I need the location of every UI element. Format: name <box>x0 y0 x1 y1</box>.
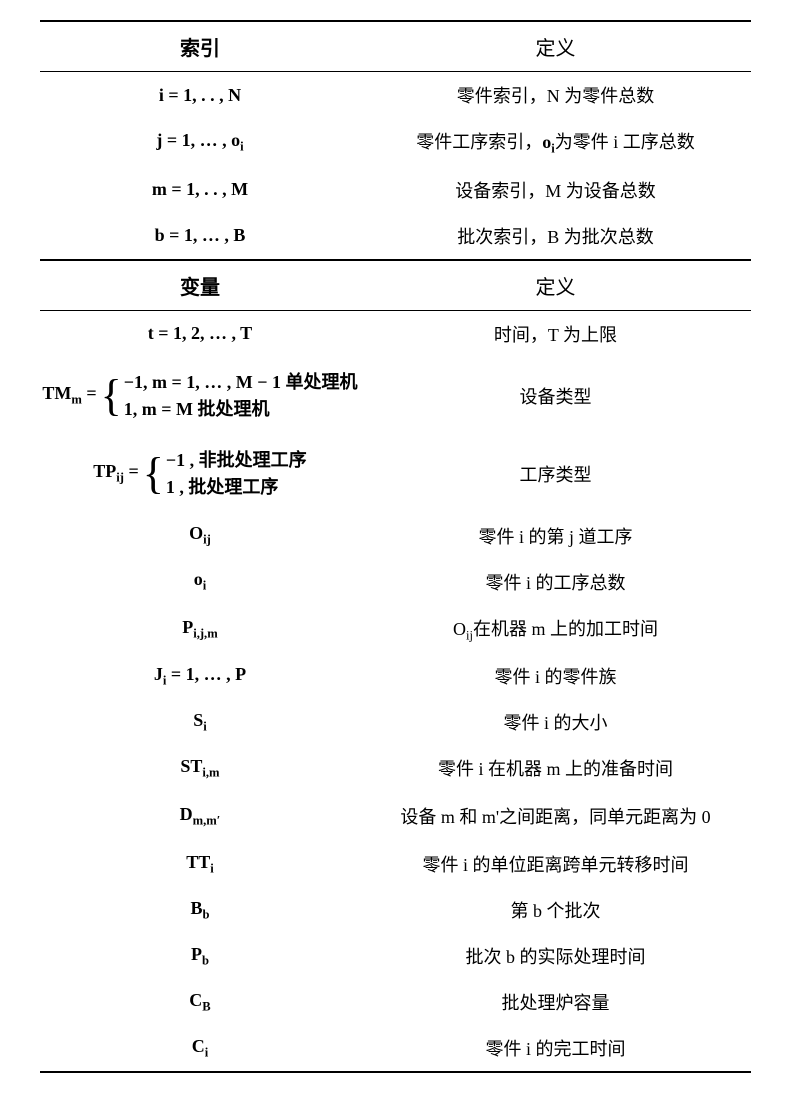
symbol-cell: Ji = 1, … , P <box>40 653 360 699</box>
definition-cell: 设备 m 和 m'之间距离，同单元距离为 0 <box>360 791 751 841</box>
table-row: i = 1, . . , N 零件索引，N 为零件总数 <box>40 72 751 119</box>
symbol-cell: j = 1, … , oi <box>40 118 360 167</box>
brace-icon: { <box>101 378 122 413</box>
definition-cell: 第 b 个批次 <box>360 887 751 933</box>
header-index: 索引 <box>40 21 360 72</box>
definition-cell: 批次索引，B 为批次总数 <box>360 213 751 260</box>
piecewise-tp: TPij = { −1 , 非批处理工序 1 , 批处理工序 <box>93 447 306 501</box>
table-row: Oij 零件 i 的第 j 道工序 <box>40 513 751 559</box>
symbol-cell: Pb <box>40 933 360 979</box>
piecewise-label: TMm = <box>42 383 96 408</box>
table-row: b = 1, … , B 批次索引，B 为批次总数 <box>40 213 751 260</box>
definition-cell: 零件 i 的大小 <box>360 699 751 745</box>
table-row: Ci 零件 i 的完工时间 <box>40 1025 751 1072</box>
definition-cell: 零件 i 的单位距离跨单元转移时间 <box>360 841 751 887</box>
symbol-cell: STi,m <box>40 745 360 791</box>
table-row: m = 1, . . , M 设备索引，M 为设备总数 <box>40 167 751 213</box>
definition-cell: Oij在机器 m 上的加工时间 <box>360 605 751 654</box>
symbol-cell: i = 1, . . , N <box>40 72 360 119</box>
symbol-cell: t = 1, 2, … , T <box>40 310 360 357</box>
table-row: t = 1, 2, … , T 时间，T 为上限 <box>40 310 751 357</box>
symbol-cell: Si <box>40 699 360 745</box>
table-row: STi,m 零件 i 在机器 m 上的准备时间 <box>40 745 751 791</box>
table-row: Ji = 1, … , P 零件 i 的零件族 <box>40 653 751 699</box>
definition-cell: 零件 i 在机器 m 上的准备时间 <box>360 745 751 791</box>
symbol-cell: Pi,j,m <box>40 605 360 654</box>
symbol-cell: TMm = { −1, m = 1, … , M − 1 单处理机 1, m =… <box>40 357 360 435</box>
piecewise-cases: −1, m = 1, … , M − 1 单处理机 1, m = M 批处理机 <box>124 369 358 423</box>
table-row: Si 零件 i 的大小 <box>40 699 751 745</box>
index-header-row: 索引 定义 <box>40 21 751 72</box>
definition-cell: 零件工序索引，oi为零件 i 工序总数 <box>360 118 751 167</box>
definition-cell: 批处理炉容量 <box>360 979 751 1025</box>
table-row: TMm = { −1, m = 1, … , M − 1 单处理机 1, m =… <box>40 357 751 435</box>
symbol-cell: b = 1, … , B <box>40 213 360 260</box>
definition-cell: 设备类型 <box>360 357 751 435</box>
header-definition-2: 定义 <box>360 260 751 311</box>
table-row: Dm,m′ 设备 m 和 m'之间距离，同单元距离为 0 <box>40 791 751 841</box>
symbol-cell: m = 1, . . , M <box>40 167 360 213</box>
symbol-cell: oi <box>40 559 360 605</box>
definition-cell: 零件 i 的第 j 道工序 <box>360 513 751 559</box>
piecewise-cases: −1 , 非批处理工序 1 , 批处理工序 <box>166 447 307 501</box>
header-definition: 定义 <box>360 21 751 72</box>
notation-table: 索引 定义 i = 1, . . , N 零件索引，N 为零件总数 j = 1,… <box>40 20 751 1073</box>
piecewise-tm: TMm = { −1, m = 1, … , M − 1 单处理机 1, m =… <box>42 369 357 423</box>
symbol-cell: TPij = { −1 , 非批处理工序 1 , 批处理工序 <box>40 435 360 513</box>
piecewise-label: TPij = <box>93 461 138 486</box>
definition-cell: 时间，T 为上限 <box>360 310 751 357</box>
table-row: Pi,j,m Oij在机器 m 上的加工时间 <box>40 605 751 654</box>
table-row: TTi 零件 i 的单位距离跨单元转移时间 <box>40 841 751 887</box>
definition-cell: 零件 i 的工序总数 <box>360 559 751 605</box>
symbol-cell: Oij <box>40 513 360 559</box>
definition-cell: 零件 i 的零件族 <box>360 653 751 699</box>
table-row: TPij = { −1 , 非批处理工序 1 , 批处理工序 工序类型 <box>40 435 751 513</box>
piecewise-case: −1, m = 1, … , M − 1 单处理机 <box>124 369 358 396</box>
table-row: Pb 批次 b 的实际处理时间 <box>40 933 751 979</box>
piecewise-case: −1 , 非批处理工序 <box>166 447 307 474</box>
table-row: oi 零件 i 的工序总数 <box>40 559 751 605</box>
symbol-cell: Bb <box>40 887 360 933</box>
table-row: j = 1, … , oi 零件工序索引，oi为零件 i 工序总数 <box>40 118 751 167</box>
definition-cell: 批次 b 的实际处理时间 <box>360 933 751 979</box>
header-variable: 变量 <box>40 260 360 311</box>
variable-header-row: 变量 定义 <box>40 260 751 311</box>
piecewise-case: 1, m = M 批处理机 <box>124 396 358 423</box>
piecewise-case: 1 , 批处理工序 <box>166 474 307 501</box>
definition-cell: 零件索引，N 为零件总数 <box>360 72 751 119</box>
symbol-cell: Dm,m′ <box>40 791 360 841</box>
definition-cell: 设备索引，M 为设备总数 <box>360 167 751 213</box>
brace-icon: { <box>143 456 164 491</box>
symbol-cell: CB <box>40 979 360 1025</box>
symbol-cell: Ci <box>40 1025 360 1072</box>
table-row: CB 批处理炉容量 <box>40 979 751 1025</box>
symbol-cell: TTi <box>40 841 360 887</box>
definition-cell: 工序类型 <box>360 435 751 513</box>
definition-cell: 零件 i 的完工时间 <box>360 1025 751 1072</box>
table-row: Bb 第 b 个批次 <box>40 887 751 933</box>
